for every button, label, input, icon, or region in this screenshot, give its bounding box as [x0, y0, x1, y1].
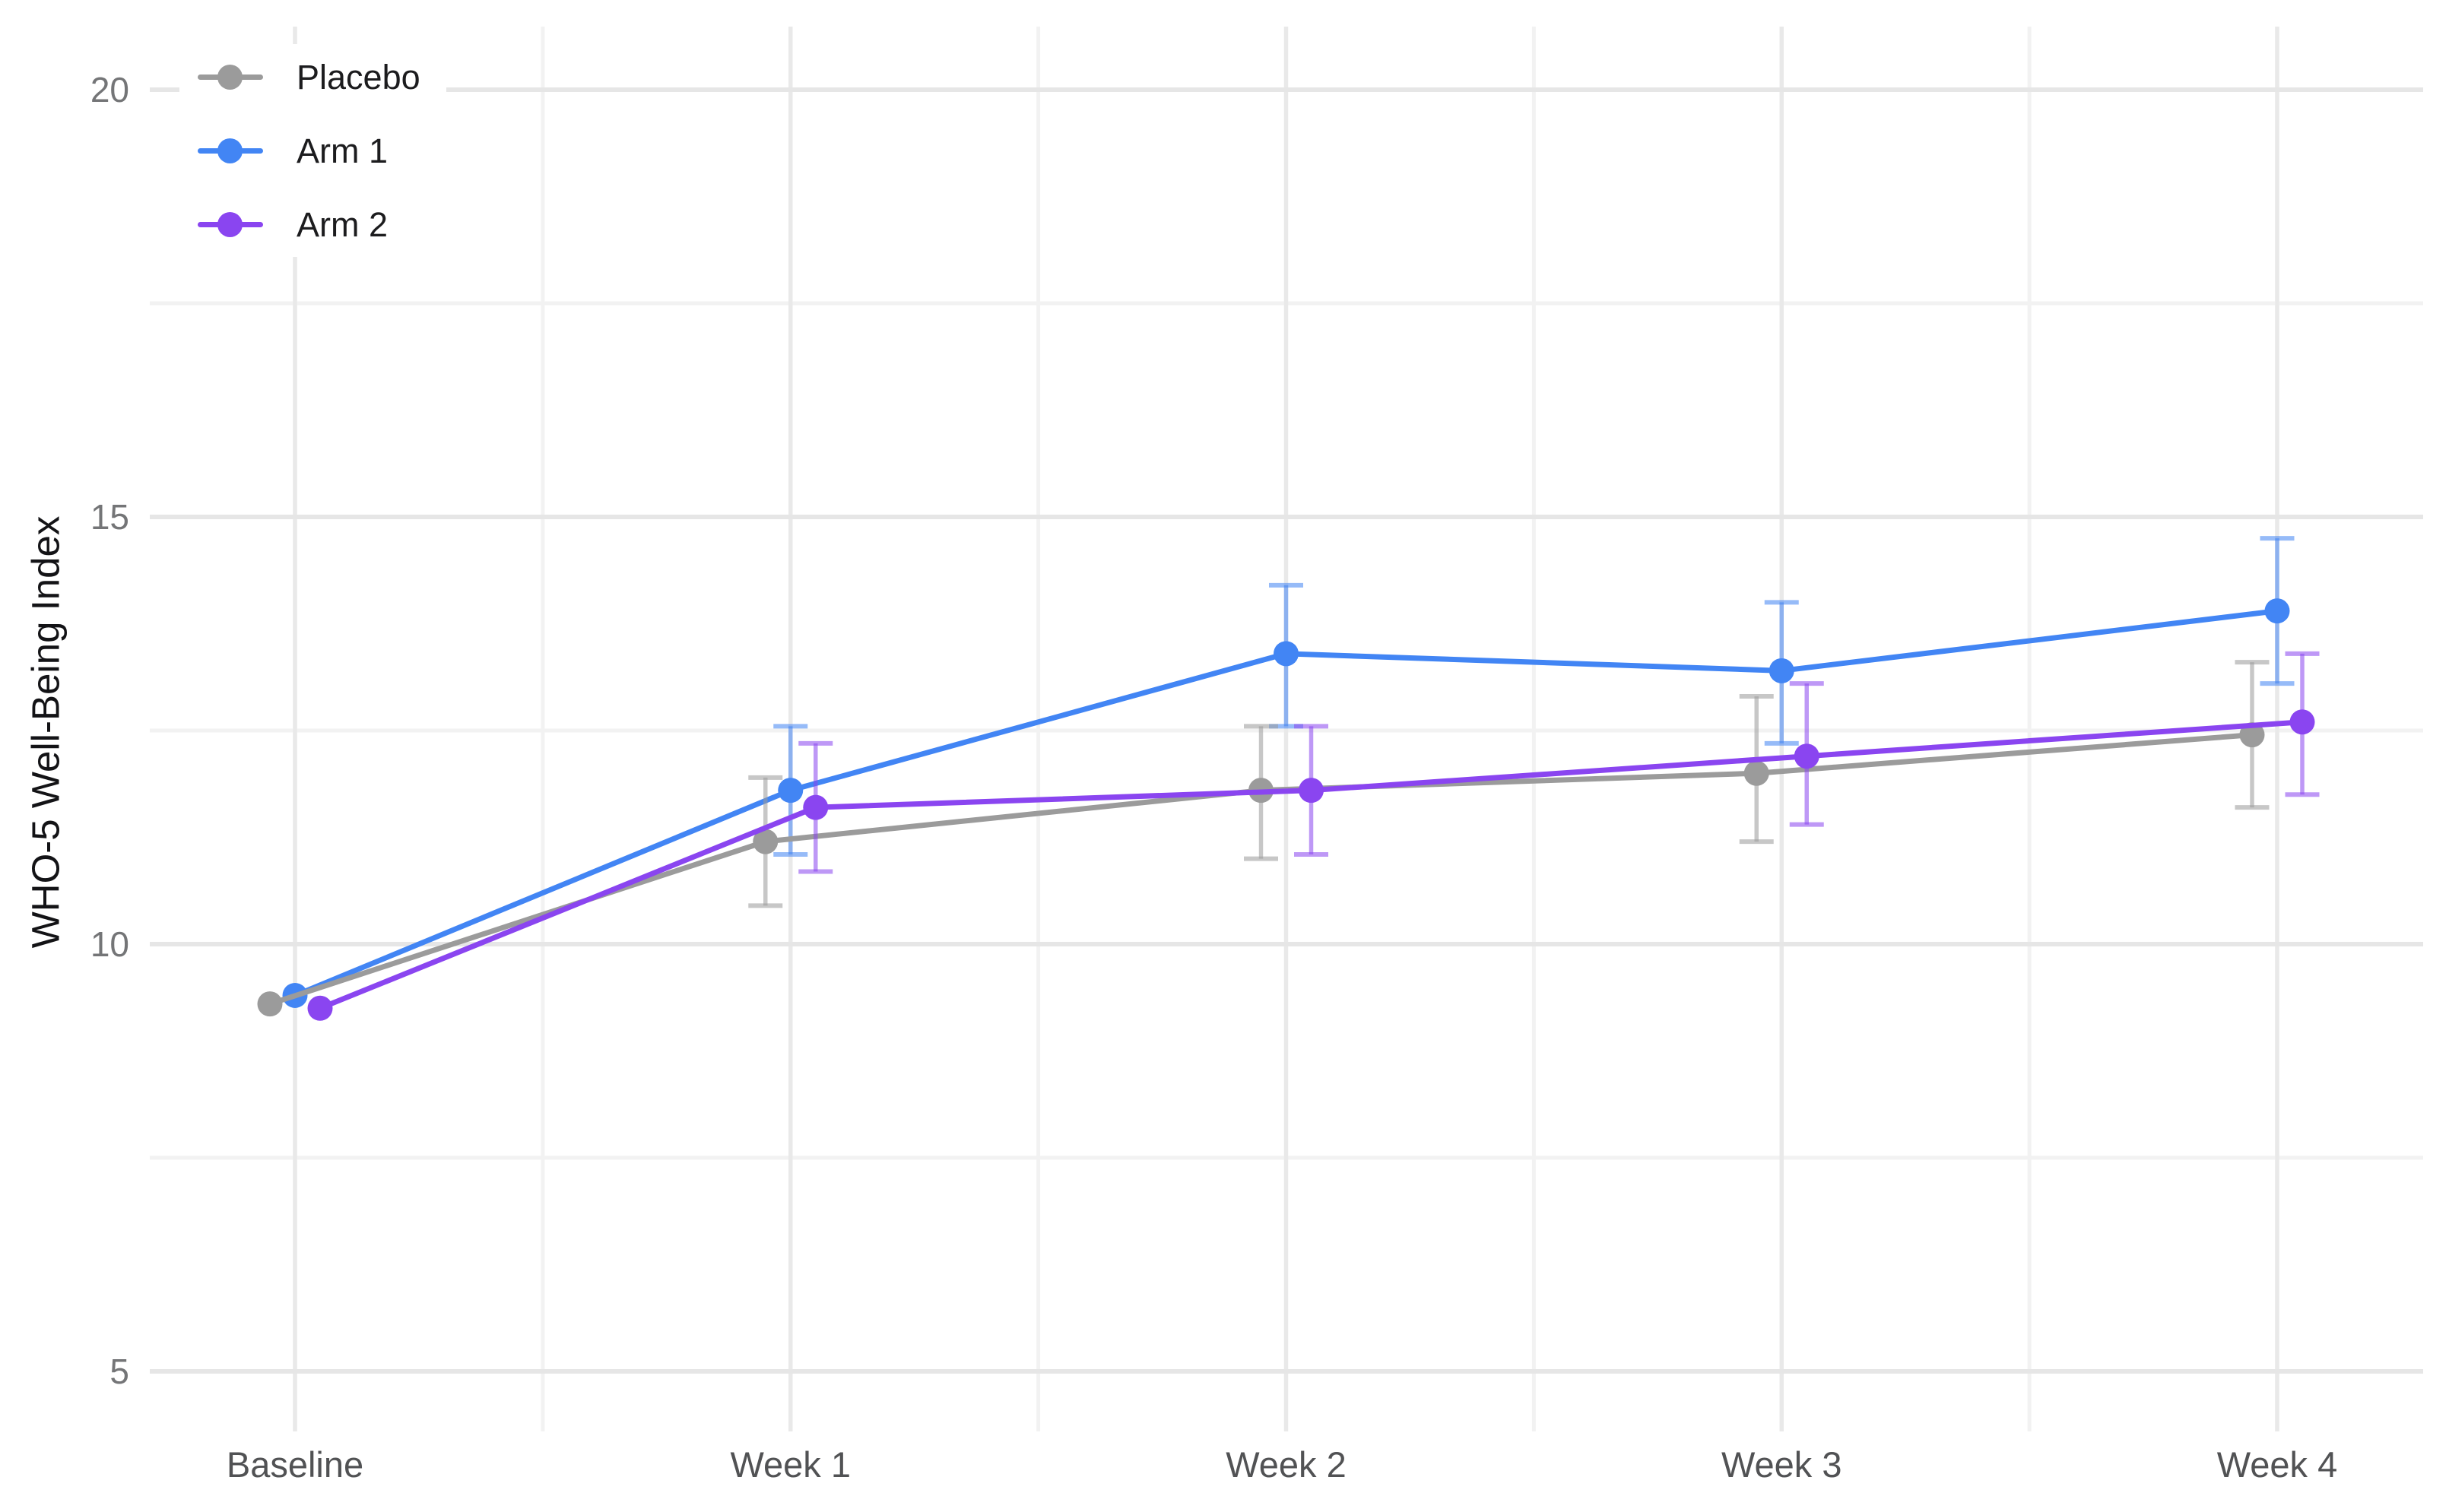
legend-item-arm-1: Arm 1 — [198, 133, 420, 168]
legend-label: Placebo — [297, 57, 420, 97]
data-point-arm-1 — [2264, 598, 2290, 624]
legend-item-arm-2: Arm 2 — [198, 207, 420, 242]
data-point-arm-1 — [778, 778, 804, 804]
data-point-arm-2 — [1794, 743, 1819, 769]
legend-item-placebo: Placebo — [198, 59, 420, 94]
data-point-arm-1 — [1769, 658, 1794, 683]
legend-marker-icon — [198, 64, 263, 90]
x-tick-label: Week 3 — [1721, 1444, 1842, 1485]
data-point-arm-2 — [2289, 709, 2315, 735]
data-point-arm-2 — [307, 995, 333, 1021]
data-point-arm-1 — [1274, 641, 1299, 667]
x-tick-label: Week 1 — [730, 1444, 852, 1485]
legend-dot — [217, 138, 243, 163]
x-tick-label: Baseline — [226, 1444, 364, 1485]
data-point-arm-2 — [1299, 778, 1324, 804]
data-point-placebo — [1743, 760, 1769, 786]
legend: Placebo Arm 1 Arm 2 — [179, 44, 446, 257]
legend-label: Arm 1 — [297, 131, 389, 170]
y-tick-label: 20 — [90, 70, 129, 109]
data-point-placebo — [257, 991, 283, 1017]
data-point-arm-2 — [803, 794, 829, 820]
y-tick-label: 15 — [90, 497, 129, 537]
legend-marker-icon — [198, 211, 263, 237]
legend-dot — [217, 64, 243, 90]
legend-label: Arm 2 — [297, 204, 389, 244]
y-axis-title: WHO-5 Well-Being Index — [24, 515, 68, 949]
y-tick-label: 10 — [90, 924, 129, 964]
data-point-placebo — [753, 829, 779, 854]
x-tick-label: Week 4 — [2216, 1444, 2338, 1485]
legend-dot — [217, 211, 243, 237]
x-tick-label: Week 2 — [1226, 1444, 1347, 1485]
legend-marker-icon — [198, 138, 263, 163]
y-tick-label: 5 — [109, 1352, 129, 1391]
